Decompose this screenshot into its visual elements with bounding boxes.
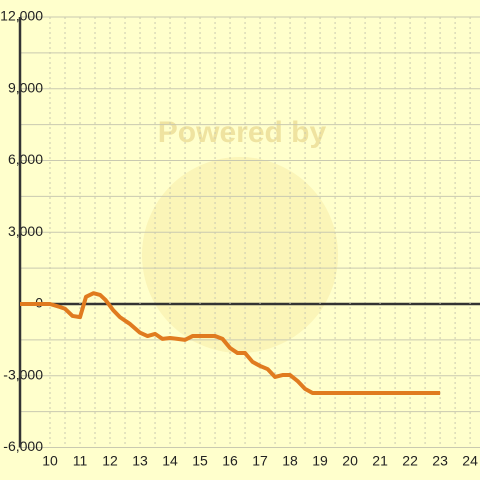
watermark: Powered by [158, 116, 327, 149]
x-tick-label: 19 [312, 453, 328, 469]
x-tick-label: 15 [192, 453, 208, 469]
x-tick-label: 17 [252, 453, 268, 469]
line [20, 291, 441, 395]
y-tick-label: 9,000 [8, 79, 43, 95]
x-tick-label: 21 [372, 453, 388, 469]
x-tick-label: 12 [102, 453, 118, 469]
x-tick-label: 11 [73, 453, 88, 469]
y-tick-label: 12,000 [0, 8, 43, 24]
y-tick-label: -6,000 [3, 438, 43, 454]
y-tick-label: -3,000 [3, 366, 43, 382]
x-tick-label: 20 [342, 453, 358, 469]
x-tick-label: 16 [222, 453, 238, 469]
x-tick-label: 18 [282, 453, 298, 469]
y-tick-label: 6,000 [8, 151, 43, 167]
x-tick-label: 23 [432, 453, 448, 469]
x-tick-label: 22 [402, 453, 418, 469]
x-tick-label: 24 [462, 453, 478, 469]
x-tick-label: 13 [132, 453, 148, 469]
watermark-logo [142, 157, 338, 353]
x-tick-label: 14 [162, 453, 178, 469]
y-tick-label: 3,000 [8, 223, 43, 239]
x-tick-label: 10 [42, 453, 58, 469]
